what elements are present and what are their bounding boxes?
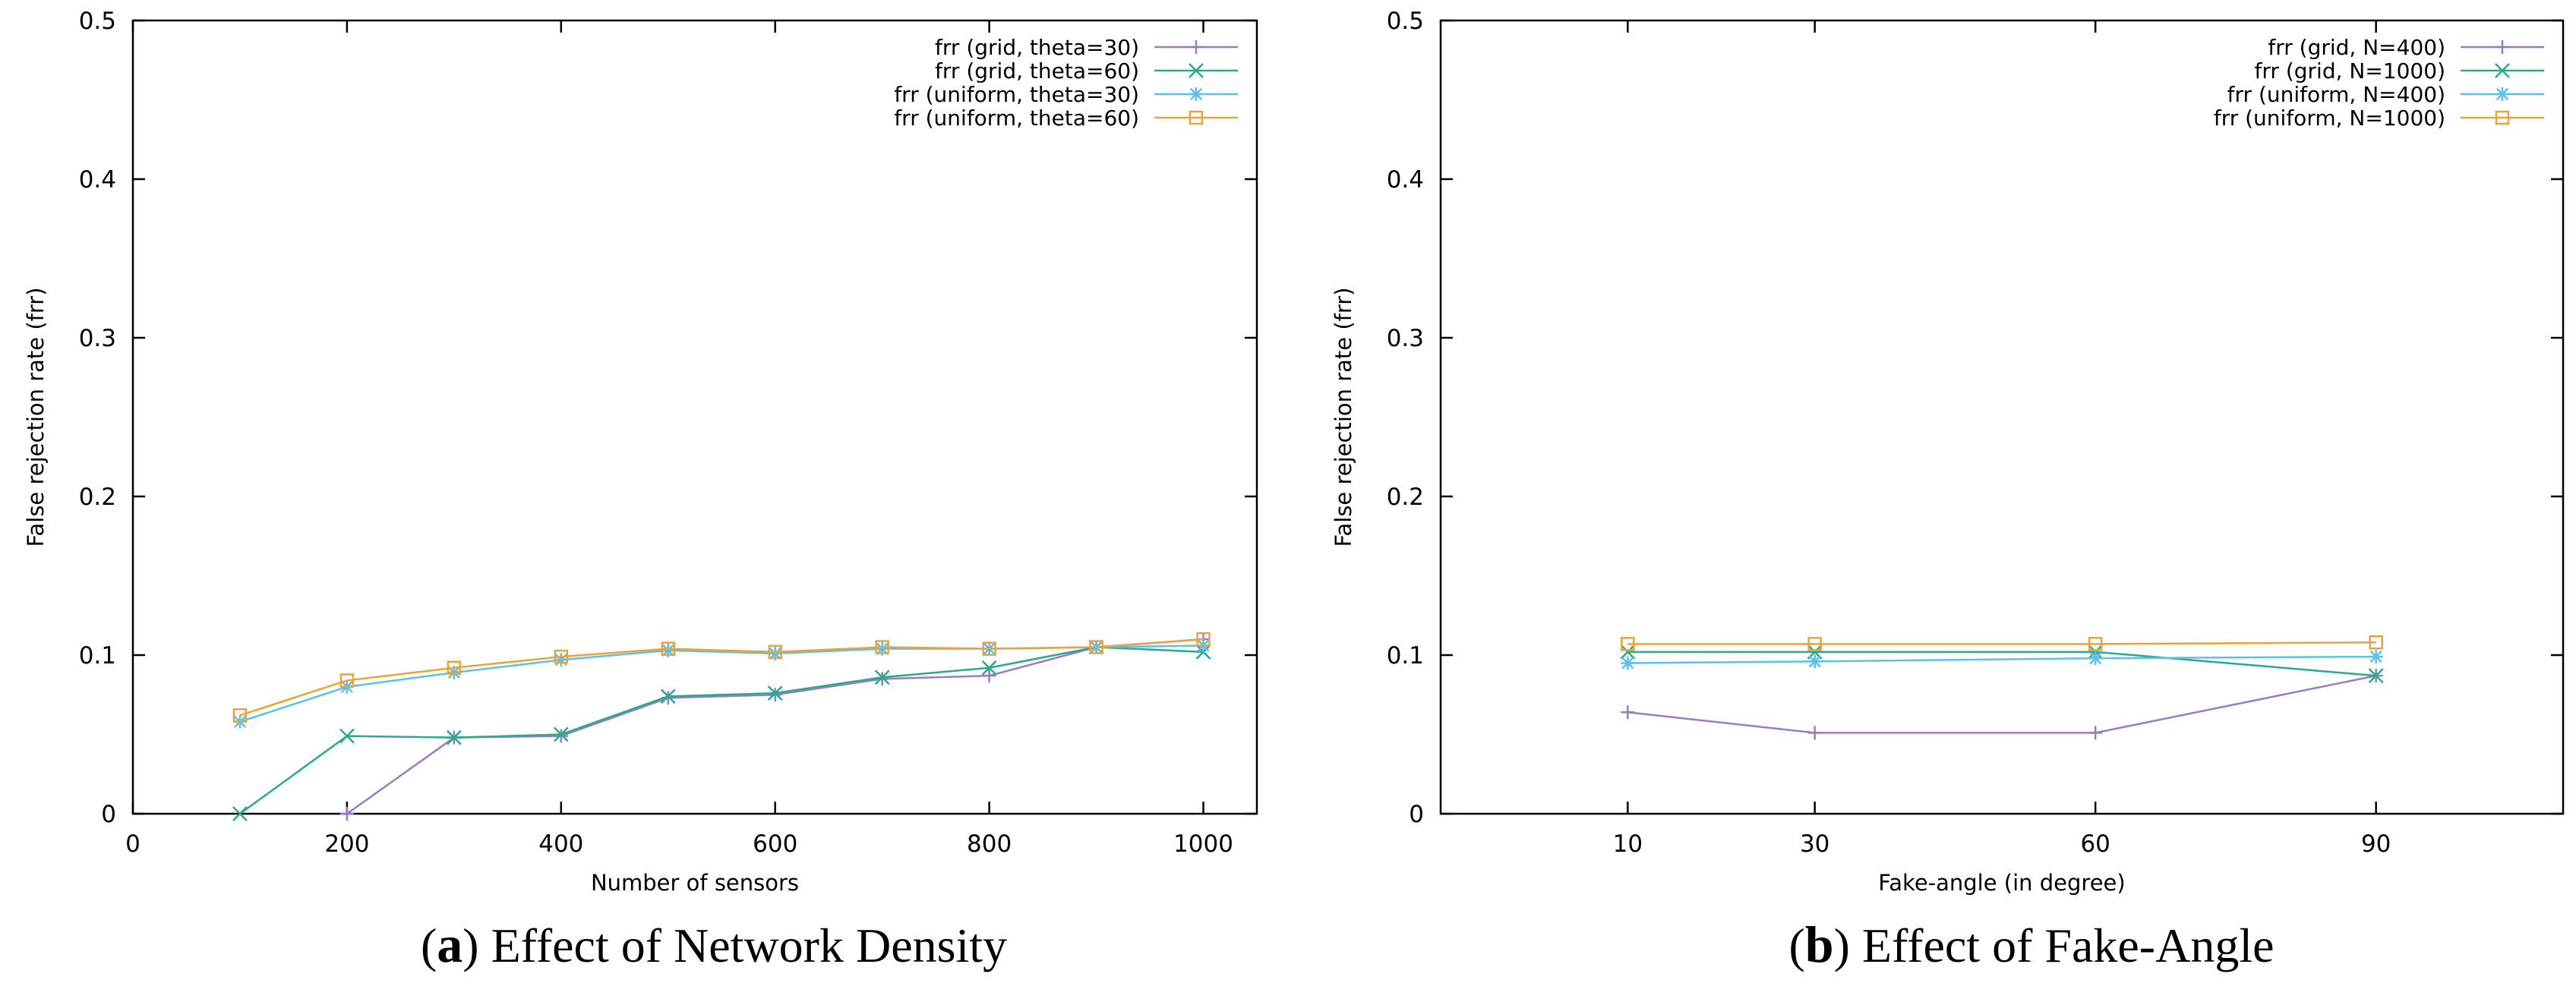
legend-marker [1189, 87, 1203, 101]
legend-marker [2495, 110, 2510, 125]
data-point [553, 726, 569, 742]
y-tick-label: 0.2 [79, 484, 116, 511]
series-line [1627, 651, 2376, 677]
caption-text: Effect of Fake-Angle [1861, 918, 2275, 972]
x-tick-label: 600 [753, 830, 797, 858]
data-point [981, 660, 997, 676]
data-point [768, 688, 782, 702]
data-point [447, 665, 461, 679]
x-tick-label: 60 [2080, 830, 2110, 858]
data-point [446, 729, 462, 745]
data-point [1621, 705, 1635, 720]
data-point [1196, 632, 1211, 647]
y-tick-label: 0.2 [1387, 484, 1424, 511]
data-point [554, 729, 568, 743]
chart-fake-angle: 0 0.1 0.2 0.3 0.4 0.5 10 30 60 90 Fake-angle (in d… [1331, 8, 2565, 896]
data-point [1089, 640, 1103, 654]
data-point [2369, 635, 2383, 650]
series-line [1627, 641, 2376, 645]
caption-network-density: (a) Effect of Network Density [420, 915, 1008, 973]
data-point [875, 640, 889, 654]
data-point [554, 653, 568, 667]
data-point [982, 669, 996, 683]
x-tick-label: 90 [2361, 830, 2391, 858]
data-point [874, 670, 890, 685]
x-tick-label: 400 [538, 830, 583, 858]
legend-marker [1189, 110, 1204, 125]
data-point [661, 643, 675, 657]
series-line [239, 646, 1204, 815]
x-tick-label: 800 [967, 830, 1012, 858]
plot-frame [1439, 19, 2565, 815]
legend-label: frr (grid, N=1000) [2255, 58, 2445, 84]
data-point [1807, 654, 1822, 669]
y-tick-label: 0.5 [1387, 8, 1424, 35]
legend-label: frr (grid, N=400) [2268, 35, 2445, 60]
data-point [1807, 637, 1822, 651]
y-tick-label: 0 [101, 801, 116, 828]
caption-label: a [437, 915, 463, 973]
plot-frame [131, 19, 1258, 815]
data-point [1621, 637, 1635, 651]
y-tick-label: 0.3 [1387, 325, 1424, 352]
x-axis-label: Number of sensors [591, 870, 799, 896]
caption-fake-angle: (b) Effect of Fake-Angle [1788, 915, 2275, 973]
data-point [2368, 668, 2384, 684]
data-point [339, 807, 354, 821]
x-tick-label: 1000 [1173, 830, 1233, 858]
series-line [1627, 674, 2376, 734]
legend-marker [1189, 63, 1204, 78]
data-point [447, 660, 462, 675]
data-point [339, 673, 355, 688]
legend-label: frr (uniform, N=1000) [2214, 106, 2445, 131]
legend-label: frr (grid, theta=30) [935, 35, 1139, 60]
data-point [232, 708, 248, 723]
data-point [661, 641, 676, 656]
legend-marker [2496, 40, 2509, 54]
legend-label: frr (uniform, theta=30) [894, 82, 1139, 107]
x-tick-label: 30 [1800, 830, 1829, 858]
y-axis-label: False rejection rate (frr) [23, 287, 49, 547]
y-tick-label: 0.4 [79, 166, 116, 194]
x-tick-label: 0 [125, 830, 140, 858]
legend-label: frr (grid, theta=60) [935, 58, 1139, 84]
data-point [1620, 644, 1636, 660]
series-line [239, 638, 1204, 717]
x-axis-label: Fake-angle (in degree) [1878, 870, 2125, 896]
y-tick-label: 0.1 [1387, 642, 1424, 670]
data-point [982, 641, 996, 656]
data-point [875, 641, 889, 656]
legend-label: frr (uniform, N=400) [2227, 82, 2445, 107]
legend-marker [2496, 87, 2509, 101]
data-point [2088, 651, 2103, 666]
y-axis-label: False rejection rate (frr) [1331, 287, 1356, 547]
legend-marker [2495, 63, 2510, 78]
data-point [1807, 726, 1822, 740]
caption-label: b [1804, 915, 1834, 973]
legend-marker [1189, 40, 1203, 54]
x-tick-label: 10 [1613, 830, 1643, 858]
y-tick-label: 0.5 [79, 8, 116, 35]
data-point [232, 806, 248, 821]
chart-network-density: 0 0.1 0.2 0.3 0.4 0.5 0 200 400 600 800 1000 Number … [23, 8, 1258, 896]
y-tick-label: 0 [1409, 801, 1424, 828]
data-point [768, 646, 782, 660]
data-point [2369, 650, 2383, 664]
series-line [1627, 655, 2376, 664]
caption-text: Effect of Network Density [491, 918, 1008, 972]
data-point [2088, 637, 2103, 651]
data-point [660, 688, 676, 704]
y-tick-label: 0.3 [79, 325, 116, 352]
data-point [2088, 726, 2103, 740]
data-point [1621, 656, 1635, 670]
data-point [767, 685, 783, 701]
data-point [339, 728, 355, 744]
data-point [768, 644, 782, 660]
y-tick-label: 0.4 [1387, 166, 1424, 194]
data-point [554, 649, 569, 664]
y-tick-label: 0.1 [79, 642, 116, 670]
x-tick-label: 200 [324, 830, 369, 858]
legend-label: frr (uniform, theta=60) [894, 106, 1139, 131]
